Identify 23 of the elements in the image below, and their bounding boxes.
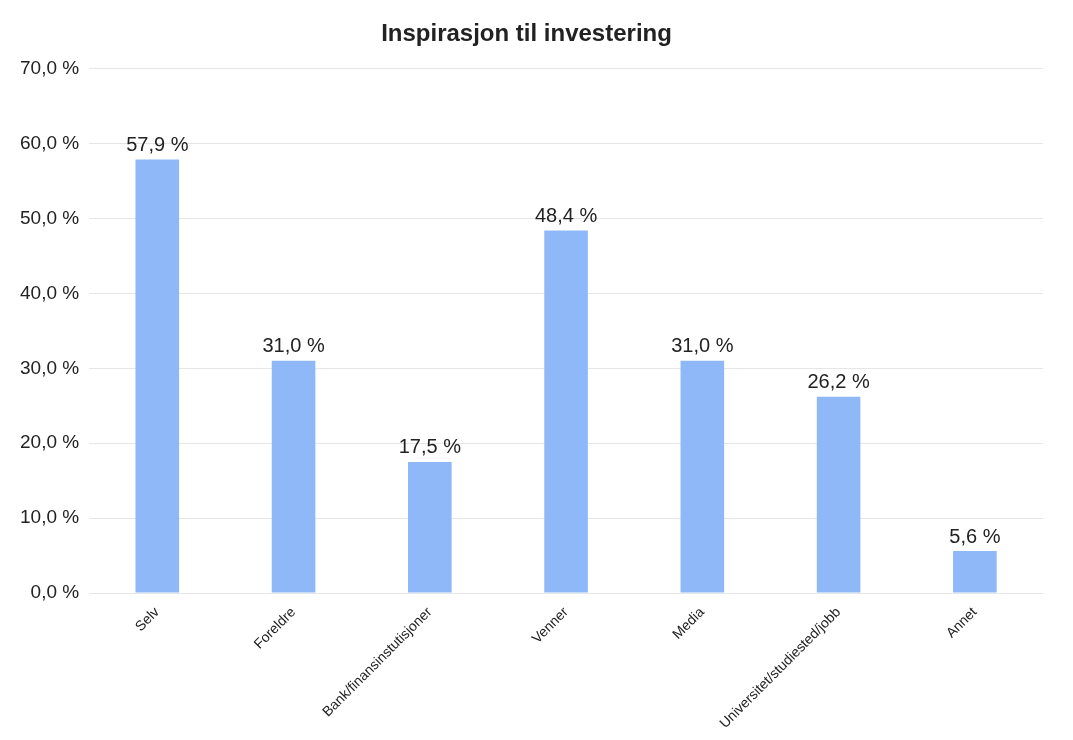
y-tick-label: 50,0 % xyxy=(20,206,80,228)
data-label: 31,0 % xyxy=(262,334,325,357)
data-label: 48,4 % xyxy=(534,204,598,227)
y-tick-label: 70,0 % xyxy=(20,57,80,79)
bar xyxy=(816,396,861,593)
y-tick-label: 40,0 % xyxy=(20,281,80,303)
y-tick-label: 30,0 % xyxy=(20,356,80,378)
bar xyxy=(680,360,725,593)
data-label: 26,2 % xyxy=(807,370,870,393)
data-label: 31,0 % xyxy=(671,334,734,357)
chart-title: Inspirasjon til investering xyxy=(381,19,672,47)
bar xyxy=(953,551,997,593)
data-label: 57,9 % xyxy=(126,132,189,155)
bar xyxy=(544,230,588,593)
data-label: 5,6 % xyxy=(949,524,1001,547)
y-tick-label: 60,0 % xyxy=(20,131,80,153)
bar xyxy=(135,159,180,593)
data-label: 17,5 % xyxy=(398,435,462,458)
bar xyxy=(271,360,316,593)
bar xyxy=(408,461,452,593)
y-tick-label: 10,0 % xyxy=(20,506,80,528)
y-tick-label: 20,0 % xyxy=(20,431,80,453)
y-tick-label: 0,0 % xyxy=(30,581,80,603)
